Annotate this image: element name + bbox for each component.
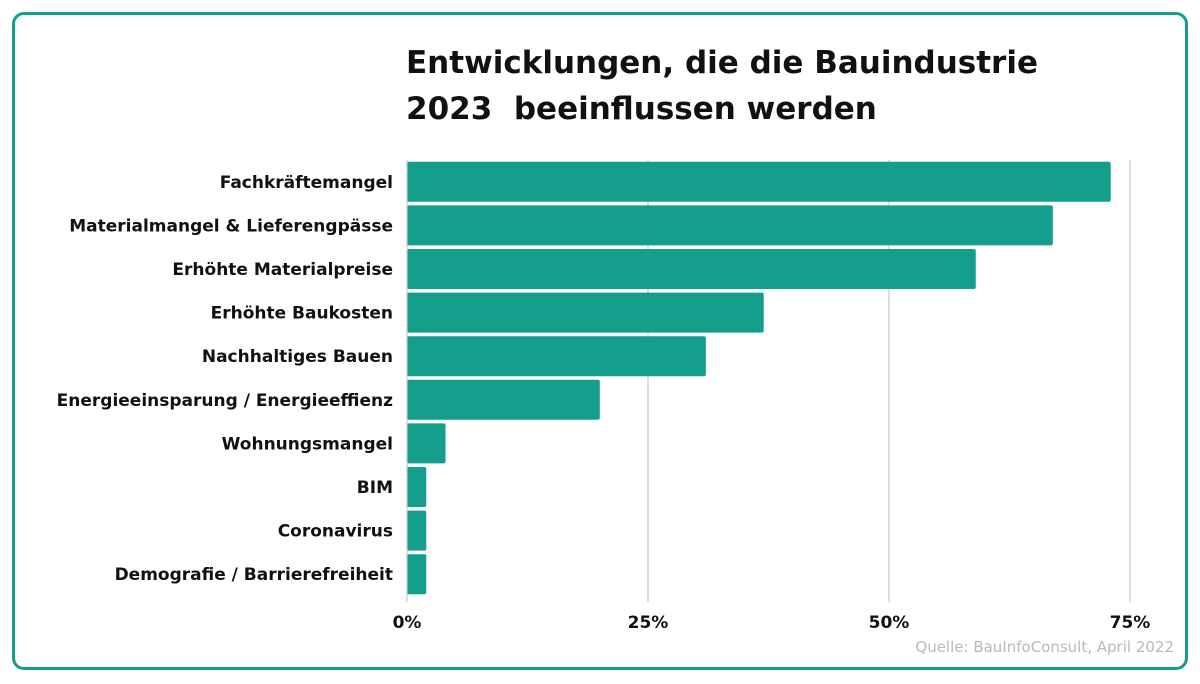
category-label: Nachhaltiges Bauen [202,347,393,367]
chart-title-line-1: Entwicklungen, die die Bauindustrie [406,45,1038,81]
category-label: Wohnungsmangel [222,434,393,454]
category-label: Coronavirus [278,522,393,542]
tick-label: 0% [393,613,422,633]
bar-6 [407,423,446,464]
category-label: Erhöhte Baukosten [211,304,393,324]
bar-4 [407,336,706,377]
chart-title-line-2: 2023 beeinflussen werden [406,91,877,127]
bar-9 [407,554,427,595]
tick-label: 25% [628,613,669,633]
category-label: Materialmangel & Lieferengpässe [69,216,393,236]
bar-0 [407,161,1111,202]
tick-label: 50% [869,613,910,633]
bar-7 [407,467,427,507]
chart-title: Entwicklungen, die die Bauindustrie 2023… [406,40,1166,132]
bar-3 [407,292,764,333]
bar-2 [407,249,976,289]
category-label: Fachkräftemangel [220,173,393,193]
bar-5 [407,379,600,420]
tick-label: 75% [1110,613,1151,633]
category-label: Energieeinsparung / Energieeffienz [57,391,393,411]
category-label: Demografie / Barrierefreiheit [115,565,393,585]
category-label: Erhöhte Materialpreise [172,260,393,280]
source-note: Quelle: BauInfoConsult, April 2022 [915,638,1174,656]
bar-1 [407,205,1053,246]
bar-8 [407,510,427,551]
category-label: BIM [357,478,393,498]
